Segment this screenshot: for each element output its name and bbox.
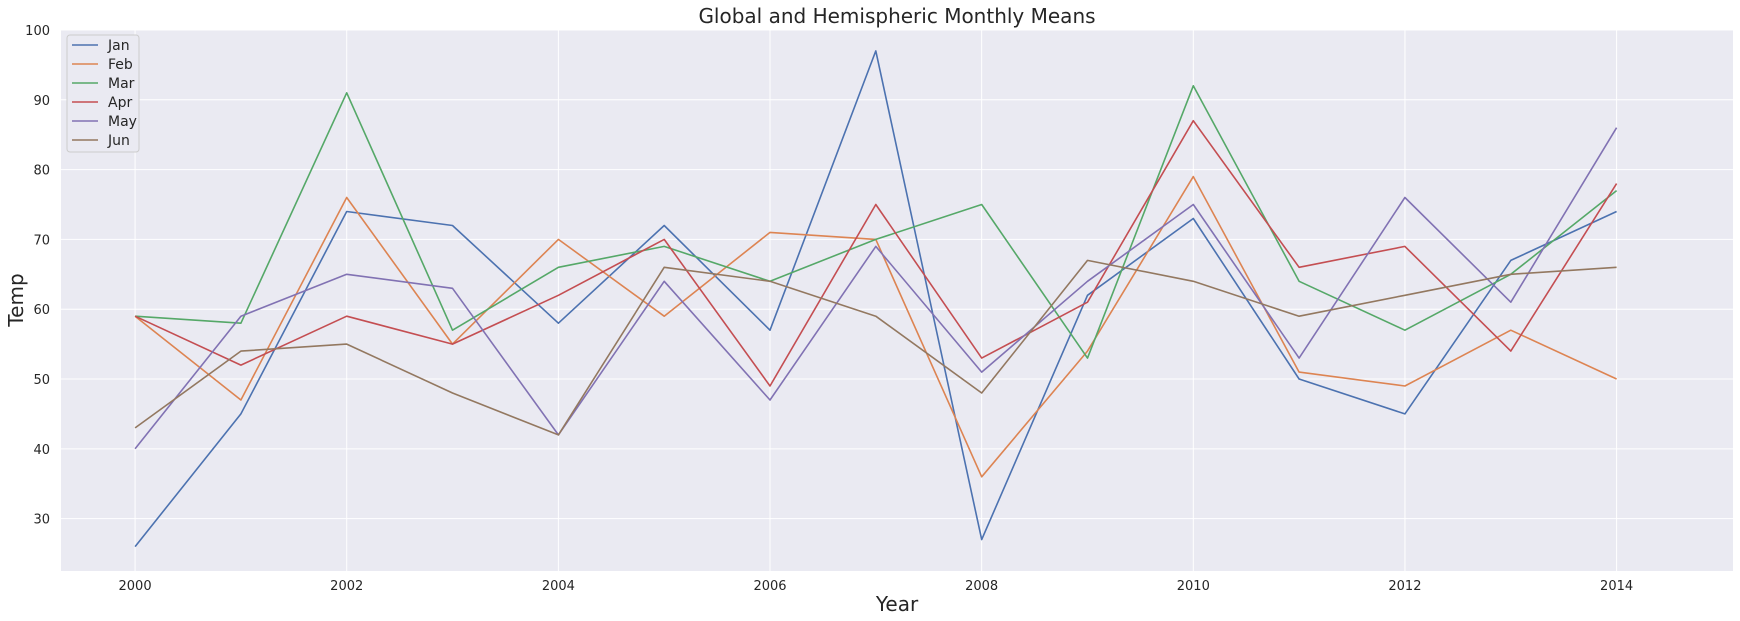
grid-lines [61,29,1733,571]
y-tick-label: 100 [25,24,50,39]
y-tick-label: 50 [33,373,50,388]
y-tick-label: 40 [33,443,50,458]
legend-label-apr: Apr [108,95,132,111]
x-axis-title: Year [875,592,919,616]
x-tick-label: 2012 [1388,579,1421,594]
x-tick-label: 2002 [330,579,363,594]
legend-label-jun: Jun [107,133,130,149]
x-tick-label: 2004 [542,579,575,594]
series-line-mar [135,85,1618,359]
y-tick-label: 30 [33,513,50,528]
plot-background [61,30,1733,571]
y-tick-label: 60 [33,303,50,318]
legend: Jan Feb Mar Apr May Jun [66,34,140,153]
legend-label-feb: Feb [108,57,133,73]
series-lines [134,50,1618,548]
series-line-may [134,127,1618,450]
series-line-jan [134,50,1617,548]
y-axis-title: Temp [4,273,28,327]
x-tick-label: 2010 [1177,579,1210,594]
x-tick-labels: 2000 2002 2004 2006 2008 2010 2012 2014 [119,579,1634,594]
x-tick-label: 2000 [119,579,152,594]
y-tick-label: 80 [33,164,50,179]
x-tick-label: 2006 [753,579,786,594]
legend-label-may: May [108,114,137,130]
chart-title: Global and Hemispheric Monthly Means [698,4,1095,28]
legend-label-mar: Mar [108,76,135,92]
x-tick-label: 2014 [1600,579,1633,594]
y-tick-labels: 30 40 50 60 70 80 90 100 [25,24,50,528]
y-tick-label: 90 [33,94,50,109]
series-line-jun [134,259,1617,436]
legend-label-jan: Jan [107,38,130,54]
y-tick-label: 70 [33,233,50,248]
series-line-apr [134,119,1618,387]
x-tick-label: 2008 [965,579,998,594]
